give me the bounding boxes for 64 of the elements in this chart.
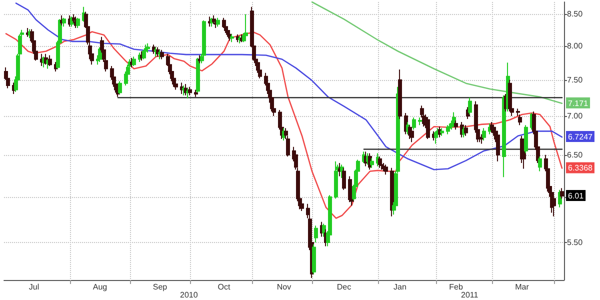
candlestick <box>452 112 456 126</box>
data-label: 6.7247 <box>568 132 594 142</box>
candlestick <box>188 86 192 96</box>
candlestick <box>384 164 388 176</box>
candlestick <box>312 244 316 274</box>
x-tick-label: Oct <box>218 282 231 292</box>
candlestick <box>370 158 374 168</box>
candlestick <box>194 89 198 98</box>
y-tick-label: 7.00 <box>567 112 584 121</box>
candlestick <box>118 80 122 94</box>
annotation: 6.01 <box>568 191 584 200</box>
candlestick <box>412 117 416 130</box>
x-tick-label: Jan <box>394 282 406 292</box>
candlestick <box>212 14 216 25</box>
candlestick <box>390 167 394 217</box>
candlestick <box>146 42 150 54</box>
candlestick <box>378 156 382 168</box>
candlestick <box>398 68 402 120</box>
candlestick <box>342 167 346 190</box>
candlestick <box>322 223 326 238</box>
candlestick <box>334 160 338 200</box>
candlestick <box>524 124 528 154</box>
x-tick-label: Feb <box>449 282 464 292</box>
candlestick <box>410 128 414 143</box>
candlestick <box>454 120 458 130</box>
candlestick <box>508 79 512 112</box>
candlestick <box>230 34 234 43</box>
candlestick <box>538 156 542 172</box>
candlestick <box>464 124 468 136</box>
x-tick-label: Aug <box>92 282 108 292</box>
candlestick <box>560 188 564 200</box>
candlestick <box>48 54 52 67</box>
x-tick-label: Nov <box>276 282 292 292</box>
candlestick <box>76 17 80 28</box>
data-label: 6.3368 <box>568 164 594 173</box>
candlestick <box>216 17 220 28</box>
line-series <box>311 1 563 104</box>
candlestick <box>496 132 500 162</box>
x-tick-label: Sep <box>152 282 168 292</box>
candlestick <box>196 57 200 94</box>
text: 2010 <box>180 290 198 300</box>
candlestick <box>244 14 248 39</box>
candlestick <box>160 49 164 60</box>
candlestick <box>98 46 102 62</box>
data-label: 7.171 <box>568 98 589 108</box>
y-tick-label: 8.50 <box>567 10 584 19</box>
line-series <box>15 2 563 170</box>
y-tick-label: 6.50 <box>567 150 584 160</box>
candlestick <box>426 117 430 140</box>
candlestick <box>502 94 506 178</box>
text: 2011 <box>461 290 479 300</box>
y-tick-label: 7.50 <box>567 75 584 84</box>
x-tick-label: Mar <box>515 282 530 292</box>
candlestick <box>348 176 352 203</box>
x-tick-label: Dec <box>336 282 352 292</box>
candlestick <box>482 128 486 142</box>
candlestick <box>468 97 472 116</box>
candlestick <box>440 128 444 136</box>
candlestick <box>132 56 136 67</box>
candlestick <box>314 225 318 243</box>
candlestick <box>418 117 422 126</box>
y-tick-label: 5.50 <box>567 238 584 247</box>
y-tick-label: 8.00 <box>567 41 584 50</box>
x-tick-label: Jul <box>28 282 40 292</box>
